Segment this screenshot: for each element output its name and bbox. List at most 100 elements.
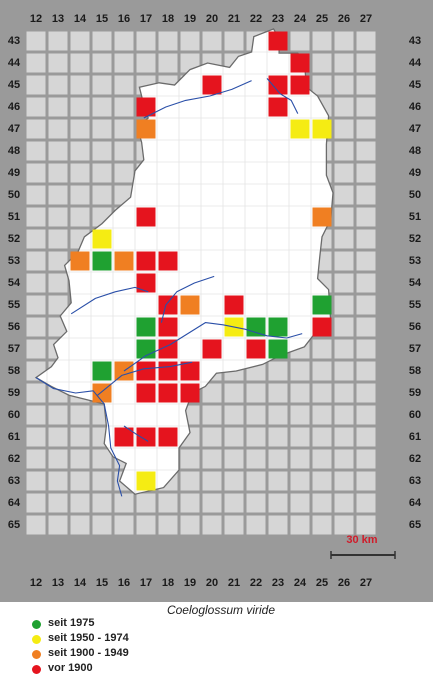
occurrence-square	[136, 119, 156, 139]
grid-cell	[356, 141, 376, 161]
grid-cell	[70, 97, 90, 117]
grid-cell	[290, 427, 310, 447]
grid-cell	[26, 185, 46, 205]
occurrence-square	[312, 207, 332, 227]
grid-cell	[246, 515, 266, 535]
y-axis-label: 45	[7, 79, 21, 91]
y-axis-label: 46	[7, 101, 21, 113]
grid-cell	[312, 471, 332, 491]
species-title: Coeloglossum viride	[166, 603, 276, 617]
grid-cell	[334, 493, 354, 513]
grid-cell	[356, 31, 376, 51]
grid-cell	[136, 515, 156, 535]
occurrence-square	[136, 383, 156, 403]
grid-cell	[70, 207, 90, 227]
legend-label: seit 1950 - 1974	[48, 632, 129, 644]
y-axis-label: 62	[7, 453, 21, 465]
legend-dot-green	[32, 620, 41, 629]
scale-bar-label: 30 km	[346, 534, 378, 546]
y-axis-label: 61	[408, 431, 422, 443]
grid-cell	[48, 427, 68, 447]
legend-label: vor 1900	[48, 662, 93, 674]
grid-cell	[70, 427, 90, 447]
legend-label: seit 1900 - 1949	[48, 647, 129, 659]
grid-cell	[48, 493, 68, 513]
grid-cell	[246, 383, 266, 403]
grid-cell	[334, 163, 354, 183]
x-axis-label: 12	[29, 13, 43, 25]
occurrence-square	[246, 339, 266, 359]
y-axis-label: 51	[7, 211, 21, 223]
grid-cell	[26, 119, 46, 139]
x-axis-label: 21	[227, 13, 241, 25]
grid-cell	[356, 515, 376, 535]
grid-cell	[136, 493, 156, 513]
grid-cell	[246, 471, 266, 491]
y-axis-label: 59	[408, 387, 422, 399]
grid-cell	[70, 53, 90, 73]
grid-cell	[356, 383, 376, 403]
grid-cell	[356, 273, 376, 293]
grid-cell	[268, 405, 288, 425]
occurrence-square	[158, 295, 178, 315]
grid-cell	[114, 75, 134, 95]
grid-cell	[92, 185, 112, 205]
y-axis-label: 49	[408, 167, 422, 179]
grid-cell	[356, 493, 376, 513]
grid-cell	[290, 383, 310, 403]
y-axis-label: 53	[7, 255, 21, 267]
x-axis-label: 14	[73, 13, 87, 25]
x-axis-label: 23	[271, 577, 285, 589]
grid-cell	[224, 515, 244, 535]
grid-cell	[356, 295, 376, 315]
x-axis-label: 22	[249, 577, 263, 589]
grid-cell	[334, 427, 354, 447]
grid-cell	[92, 97, 112, 117]
x-axis-label: 17	[139, 577, 153, 589]
y-axis-label: 65	[408, 519, 422, 531]
y-axis-label: 65	[7, 519, 21, 531]
grid-cell	[356, 119, 376, 139]
occurrence-square	[246, 317, 266, 337]
x-axis-label: 18	[161, 577, 175, 589]
x-axis-label: 25	[315, 13, 329, 25]
grid-cell	[334, 207, 354, 227]
grid-cell	[224, 427, 244, 447]
occurrence-square	[202, 75, 222, 95]
grid-cell	[26, 97, 46, 117]
occurrence-square	[136, 251, 156, 271]
legend-item-red: vor 1900	[30, 662, 190, 676]
grid-cell	[158, 515, 178, 535]
grid-cell	[202, 449, 222, 469]
y-axis-label: 60	[7, 409, 21, 421]
grid-cell	[92, 163, 112, 183]
y-axis-label: 46	[408, 101, 422, 113]
occurrence-square	[268, 317, 288, 337]
grid-cell	[246, 405, 266, 425]
grid-cell	[356, 317, 376, 337]
grid-cell	[356, 339, 376, 359]
grid-cell	[356, 97, 376, 117]
occurrence-square	[312, 317, 332, 337]
grid-cell	[334, 317, 354, 337]
grid-cell	[224, 449, 244, 469]
grid-cell	[180, 493, 200, 513]
grid-cell	[114, 515, 134, 535]
grid-cell	[290, 493, 310, 513]
legend-item-yellow: seit 1950 - 1974	[30, 632, 190, 646]
grid-cell	[26, 53, 46, 73]
grid-cell	[48, 53, 68, 73]
occurrence-square	[180, 295, 200, 315]
grid-cell	[26, 405, 46, 425]
grid-cell	[202, 515, 222, 535]
y-axis-label: 64	[7, 497, 21, 509]
y-axis-label: 44	[408, 57, 422, 69]
occurrence-square	[158, 427, 178, 447]
grid-cell	[202, 493, 222, 513]
y-axis-label: 61	[7, 431, 21, 443]
grid-cell	[26, 295, 46, 315]
grid-cell	[92, 31, 112, 51]
y-axis-label: 59	[7, 387, 21, 399]
x-axis-label: 15	[95, 577, 109, 589]
grid-cell	[356, 185, 376, 205]
